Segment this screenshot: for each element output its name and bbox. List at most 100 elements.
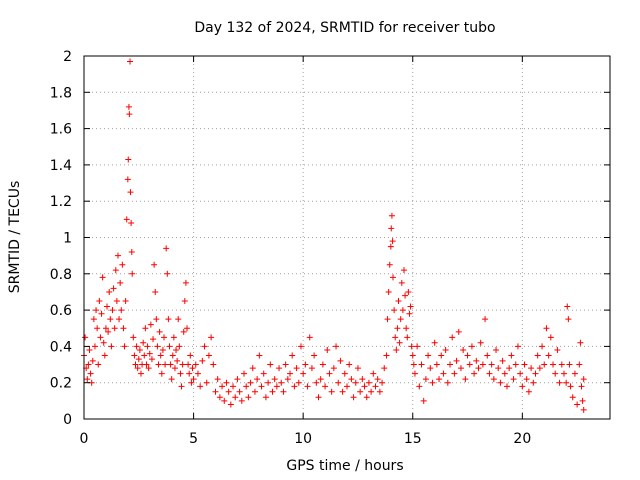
y-tick-label: 0.8 — [50, 267, 72, 283]
data-point — [317, 376, 324, 383]
data-point — [131, 352, 138, 359]
data-point — [404, 334, 411, 341]
data-point — [400, 267, 407, 274]
data-point — [94, 325, 101, 332]
data-point — [170, 334, 177, 341]
data-point — [168, 376, 175, 383]
data-point — [512, 361, 519, 368]
data-point — [475, 365, 482, 372]
data-point — [577, 339, 584, 346]
data-point — [490, 376, 497, 383]
data-point — [238, 397, 245, 404]
data-point — [151, 261, 158, 268]
data-point — [354, 365, 361, 372]
data-point — [225, 388, 232, 395]
data-point — [477, 339, 484, 346]
data-point — [422, 376, 429, 383]
x-tick-label: 0 — [80, 431, 89, 447]
data-point — [214, 376, 221, 383]
data-point — [436, 376, 443, 383]
data-point — [166, 343, 173, 350]
data-point — [169, 352, 176, 359]
x-tick-label: 15 — [404, 431, 422, 447]
y-tick-label: 2 — [63, 49, 72, 65]
data-point — [376, 388, 383, 395]
data-point — [137, 370, 144, 377]
data-point — [265, 379, 272, 386]
data-point — [167, 361, 174, 368]
data-point — [486, 370, 493, 377]
data-point — [395, 298, 402, 305]
data-point — [177, 370, 184, 377]
data-point — [328, 388, 335, 395]
data-point — [118, 307, 125, 314]
data-point — [145, 365, 152, 372]
data-point — [201, 343, 208, 350]
data-point — [163, 245, 170, 252]
data-point — [157, 352, 164, 359]
data-point — [306, 334, 313, 341]
data-point — [503, 383, 510, 390]
data-point — [262, 394, 269, 401]
data-point — [128, 249, 135, 256]
data-point — [411, 370, 418, 377]
data-point — [113, 298, 120, 305]
data-point — [87, 370, 94, 377]
data-point — [84, 376, 91, 383]
data-point — [112, 267, 119, 274]
data-point — [247, 379, 254, 386]
data-point — [442, 347, 449, 354]
data-point — [433, 361, 440, 368]
data-point — [116, 316, 123, 323]
y-tick-label: 0.4 — [50, 339, 72, 355]
x-tick-label: 5 — [189, 431, 198, 447]
data-point — [403, 325, 410, 332]
data-point — [293, 365, 300, 372]
data-point — [341, 370, 348, 377]
data-point — [154, 343, 161, 350]
data-point — [418, 361, 425, 368]
ticks: 00.20.40.60.811.21.41.61.820 5 10 15 20 — [50, 49, 610, 447]
data-point — [227, 401, 234, 408]
data-point — [381, 365, 388, 372]
data-point — [580, 406, 587, 413]
data-point — [256, 352, 263, 359]
data-point — [402, 292, 409, 299]
data-point — [510, 376, 517, 383]
data-point — [530, 379, 537, 386]
data-point — [187, 352, 194, 359]
data-point — [466, 361, 473, 368]
data-point — [146, 350, 153, 357]
data-point — [164, 270, 171, 277]
data-point — [386, 261, 393, 268]
data-point — [333, 343, 340, 350]
data-point — [124, 176, 131, 183]
data-point — [120, 325, 127, 332]
data-point — [150, 336, 157, 343]
data-point — [394, 325, 401, 332]
data-point — [346, 361, 353, 368]
data-point — [315, 394, 322, 401]
data-point — [569, 394, 576, 401]
data-point — [388, 212, 395, 219]
data-point — [393, 347, 400, 354]
data-point — [361, 383, 368, 390]
data-point — [278, 379, 285, 386]
data-point — [165, 316, 172, 323]
data-point — [565, 316, 572, 323]
data-point — [506, 365, 513, 372]
data-point — [174, 357, 181, 364]
data-point — [399, 307, 406, 314]
data-point — [416, 383, 423, 390]
data-point — [574, 401, 581, 408]
data-point — [143, 361, 150, 368]
data-point — [339, 388, 346, 395]
data-point — [199, 357, 206, 364]
data-point — [390, 274, 397, 281]
data-point — [267, 361, 274, 368]
data-point — [107, 316, 114, 323]
data-point — [495, 365, 502, 372]
data-point — [528, 365, 535, 372]
data-point — [93, 307, 100, 314]
